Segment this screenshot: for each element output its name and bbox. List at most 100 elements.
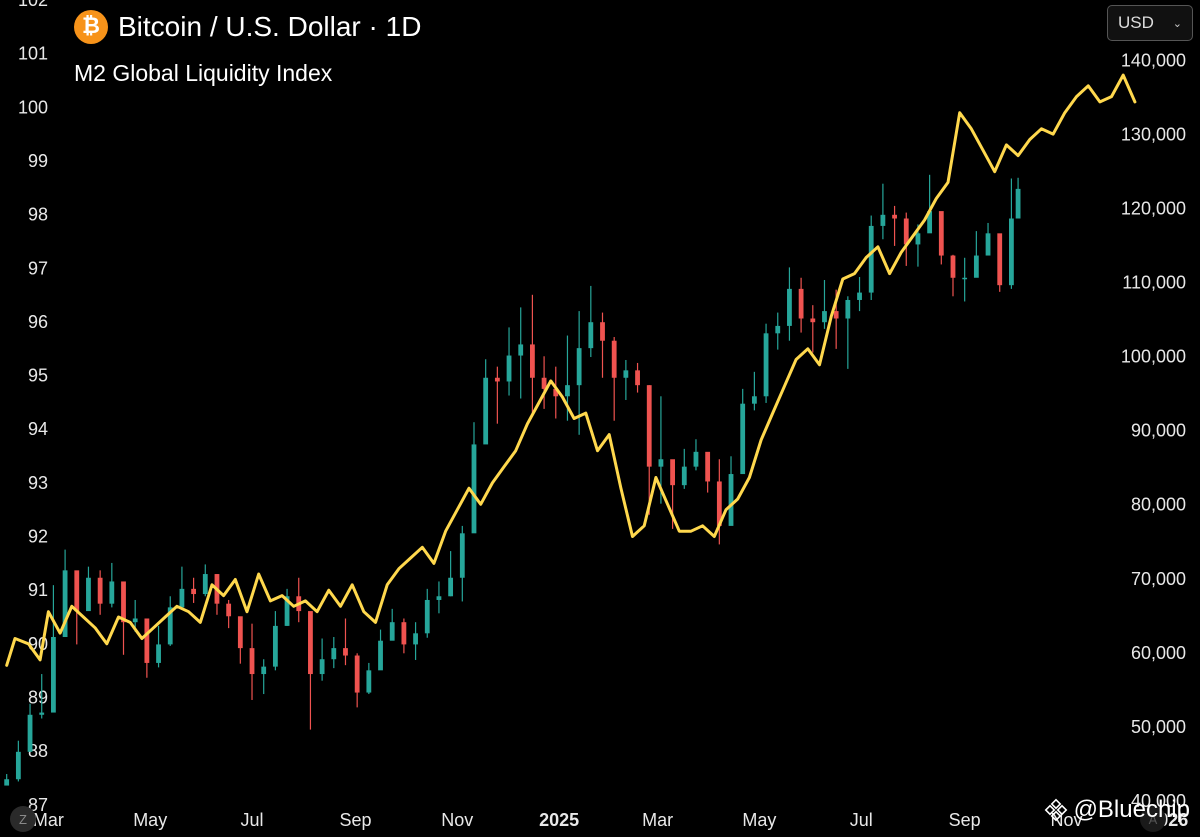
candle-body: [284, 596, 290, 626]
candle-body: [553, 388, 559, 397]
candle-body: [15, 751, 21, 780]
left-tick-label: 99: [28, 151, 48, 171]
x-tick-label: 2025: [539, 810, 579, 830]
candle-body: [74, 570, 80, 612]
binance-logo-icon: [1044, 798, 1067, 822]
candle-body: [331, 648, 337, 660]
candle-body: [156, 644, 161, 663]
candle-body: [366, 670, 372, 693]
candle-body: [938, 211, 944, 256]
candle-body: [880, 214, 886, 226]
right-axis: 140,000 130,000 120,000 110,000 100,000 90,00…: [1121, 50, 1186, 811]
left-tick-label: 101: [18, 44, 48, 64]
watermark-text: @Bluechip: [1073, 796, 1190, 823]
x-tick-label: Jul: [241, 810, 264, 830]
candle-body: [728, 474, 734, 526]
candle-body: [226, 603, 232, 617]
candle-body: [997, 233, 1003, 286]
candle-body: [378, 640, 383, 671]
candle-body: [506, 355, 512, 382]
candle-body: [319, 659, 325, 675]
candle-body: [97, 577, 103, 604]
candle-body: [109, 581, 115, 604]
candle-body: [1015, 188, 1021, 219]
candle-body: [670, 459, 676, 486]
candle-body: [389, 622, 395, 641]
candle-body: [121, 581, 126, 623]
candle-body: [354, 655, 360, 693]
candle-body: [716, 481, 722, 526]
left-tick-label: 94: [28, 419, 48, 439]
candle-body: [132, 618, 138, 623]
candle-body: [413, 633, 418, 645]
bitcoin-logo-icon: ₿: [74, 10, 108, 44]
x-tick-label: Mar: [642, 810, 673, 830]
candle-body: [167, 607, 173, 645]
candle-body: [927, 211, 933, 234]
candle-body: [565, 385, 570, 397]
candle-body: [903, 218, 909, 245]
left-tick-label: 91: [28, 580, 48, 600]
left-tick-label: 93: [28, 473, 48, 493]
candle-body: [611, 340, 617, 378]
x-tick-label: Sep: [949, 810, 981, 830]
auto-scale-button[interactable]: A: [1140, 806, 1166, 832]
candle-body: [693, 451, 699, 467]
candle-body: [600, 322, 605, 341]
right-tick-label: 140,000: [1121, 50, 1186, 70]
candle-body: [308, 611, 313, 675]
candle-body: [343, 648, 348, 656]
candle-body: [915, 233, 921, 245]
candle-body: [763, 333, 769, 397]
left-tick-label: 102: [18, 0, 48, 10]
candle-body: [950, 255, 956, 278]
right-tick-label: 90,000: [1131, 421, 1186, 441]
indicator-title: M2 Global Liquidity Index: [74, 60, 333, 86]
m2-line: [5, 73, 1137, 667]
candle-body: [751, 396, 757, 404]
candle-body: [740, 403, 746, 475]
right-tick-label: 40,000: [1131, 791, 1186, 811]
candle-body: [424, 599, 430, 634]
left-tick-label: 97: [28, 258, 48, 278]
left-tick-label: 96: [28, 312, 48, 332]
candle-body: [635, 370, 640, 386]
candle-body: [775, 325, 781, 334]
candle-body: [822, 311, 827, 323]
zoom-toggle-button[interactable]: Z: [10, 806, 36, 832]
candle-body: [541, 377, 547, 389]
candle-body: [810, 318, 816, 323]
candle-body: [144, 618, 150, 663]
candle-body: [962, 277, 968, 280]
candle-body: [272, 625, 278, 667]
right-tick-label: 110,000: [1122, 272, 1186, 292]
x-tick-label: Sep: [339, 810, 371, 830]
candle-body: [459, 533, 465, 578]
x-axis: Mar May Jul Sep Nov 2025 Mar May Jul Sep Nov 2026: [33, 810, 1188, 830]
candle-body: [494, 377, 500, 382]
x-tick-label: Jul: [850, 810, 873, 830]
candle-body: [576, 348, 582, 386]
bitcoin-candles: [4, 174, 1021, 786]
candle-body: [249, 648, 255, 675]
right-tick-label: 100,000: [1121, 347, 1186, 367]
chart-header: ₿ Bitcoin / U.S. Dollar · 1D: [74, 10, 421, 44]
candle-body: [401, 622, 407, 645]
right-tick-label: 130,000: [1121, 124, 1186, 144]
candle-body: [845, 299, 851, 319]
candle-body: [857, 292, 862, 300]
candle-body: [179, 588, 185, 608]
candle-body: [868, 225, 874, 293]
candle-body: [191, 588, 197, 595]
candle-body: [62, 570, 68, 638]
candle-body: [39, 712, 45, 715]
x-tick-label: May: [742, 810, 776, 830]
candle-body: [27, 714, 33, 752]
right-tick-label: 60,000: [1131, 643, 1186, 663]
x-tick-label: Nov: [441, 810, 473, 830]
candle-body: [530, 344, 535, 378]
candle-body: [483, 377, 489, 445]
currency-select[interactable]: USD ⌄: [1107, 5, 1193, 41]
candle-body: [86, 577, 91, 612]
